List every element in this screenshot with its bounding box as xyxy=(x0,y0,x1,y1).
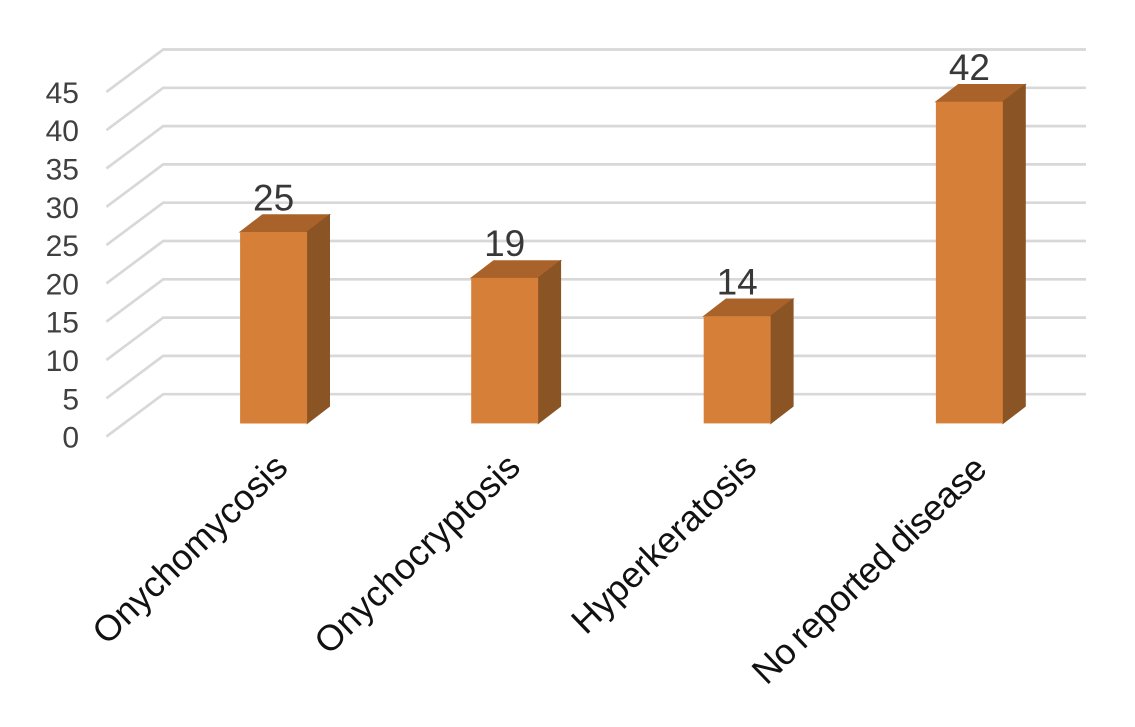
svg-text:45: 45 xyxy=(46,77,79,110)
svg-text:10: 10 xyxy=(46,345,79,378)
svg-text:35: 35 xyxy=(46,154,79,187)
svg-text:25: 25 xyxy=(46,230,79,263)
svg-text:25: 25 xyxy=(253,177,294,218)
svg-text:42: 42 xyxy=(949,47,990,88)
svg-text:0: 0 xyxy=(62,422,79,455)
svg-text:14: 14 xyxy=(717,262,758,303)
svg-text:5: 5 xyxy=(62,383,79,416)
svg-text:20: 20 xyxy=(46,268,79,301)
svg-text:30: 30 xyxy=(46,192,79,225)
svg-text:40: 40 xyxy=(46,115,79,148)
svg-text:15: 15 xyxy=(46,307,79,340)
svg-text:19: 19 xyxy=(484,223,525,264)
